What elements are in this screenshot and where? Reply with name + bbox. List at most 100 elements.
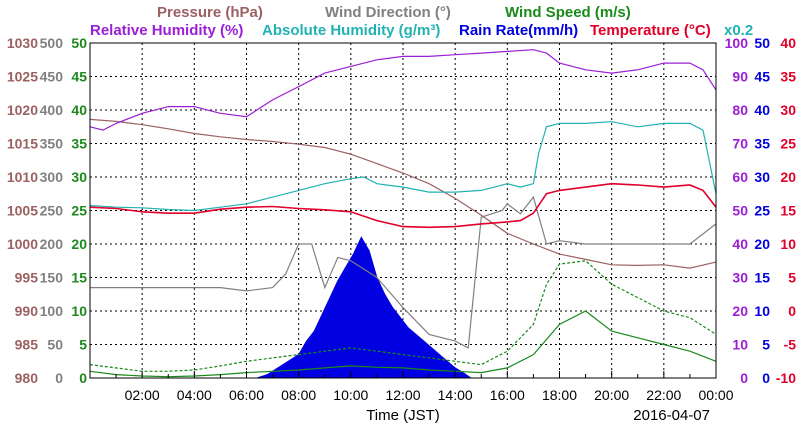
y-tick-temp: 35 [780, 69, 796, 85]
y-tick-rain: 20 [754, 236, 770, 252]
series-wind-gust [89, 260, 717, 372]
y-tick-temp: 15 [780, 203, 796, 219]
y-tick-rain: 50 [754, 35, 770, 51]
plot-grid [90, 43, 716, 378]
x-tick-label: 12:00 [385, 387, 420, 403]
y-tick-rh: 40 [732, 236, 748, 252]
y-tick-rh: 60 [732, 169, 748, 185]
legend-absolute-humidity: Absolute Humidity (g/m³) [262, 22, 440, 39]
legend-temperature: Temperature (°C) [590, 22, 711, 39]
legend-rain-rate: Rain Rate(mm/h) [459, 22, 578, 39]
y-tick-temp: -5 [784, 337, 797, 353]
x-tick-label: 10:00 [333, 387, 368, 403]
y-tick-wind-dir: 400 [40, 102, 64, 118]
series-pressure [89, 118, 717, 269]
y-tick-pressure: 1020 [7, 102, 38, 118]
y-tick-rh: 10 [732, 337, 748, 353]
y-tick-rain: 35 [754, 136, 770, 152]
y-tick-temp: 5 [788, 270, 796, 286]
y-tick-wind-dir: 300 [40, 169, 64, 185]
y-tick-wind-speed: 40 [71, 102, 87, 118]
y-tick-rh: 30 [732, 270, 748, 286]
y-tick-pressure: 1005 [7, 203, 38, 219]
y-tick-rh: 80 [732, 102, 748, 118]
y-tick-wind-speed: 5 [79, 337, 87, 353]
y-tick-rain: 25 [754, 203, 770, 219]
y-tick-temp: 40 [780, 35, 796, 51]
legend-wind-speed: Wind Speed (m/s) [505, 4, 631, 21]
series-ah [89, 121, 717, 212]
series-temp [89, 182, 717, 229]
y-tick-wind-dir: 50 [47, 337, 63, 353]
x-tick-label: 02:00 [125, 387, 160, 403]
legend-relative-humidity: Relative Humidity (%) [90, 22, 243, 39]
y-tick-wind-speed: 50 [71, 35, 87, 51]
x-axis: 02:00 04:00 06:00 08:00 10:00 12:00 14:00 16:00… [89, 371, 734, 403]
y-tick-wind-dir: 200 [40, 236, 64, 252]
y-tick-rh: 100 [725, 35, 749, 51]
y-tick-rain: 0 [762, 370, 770, 386]
y-tick-temp: 25 [780, 136, 796, 152]
x-tick-label: 06:00 [229, 387, 264, 403]
x-tick-label: 00:00 [698, 387, 733, 403]
y-tick-pressure: 995 [15, 270, 39, 286]
y-tick-pressure: 985 [15, 337, 39, 353]
y-tick-wind-dir: 450 [40, 69, 64, 85]
legend-wind-direction: Wind Direction (°) [325, 4, 451, 21]
x-axis-label: Time (JST) [366, 407, 440, 424]
y-tick-pressure: 980 [15, 370, 39, 386]
y-tick-rain: 45 [754, 69, 770, 85]
y-tick-wind-dir: 350 [40, 136, 64, 152]
y-tick-pressure: 1010 [7, 169, 38, 185]
y-tick-rain: 5 [762, 337, 770, 353]
y-tick-rh: 90 [732, 69, 748, 85]
series-rain-rate [256, 236, 473, 379]
y-tick-pressure: 990 [15, 303, 39, 319]
x-tick-label: 18:00 [542, 387, 577, 403]
y-tick-pressure: 1025 [7, 69, 38, 85]
x-tick-label: 22:00 [646, 387, 681, 403]
y-tick-rain: 10 [754, 303, 770, 319]
y-tick-wind-dir: 0 [55, 370, 63, 386]
y-tick-wind-speed: 20 [71, 236, 87, 252]
x-tick-label: 20:00 [594, 387, 629, 403]
y-tick-rh: 20 [732, 303, 748, 319]
series-wind-dir [90, 195, 717, 349]
y-tick-temp: 0 [788, 303, 796, 319]
y-tick-wind-speed: 30 [71, 169, 87, 185]
y-tick-rh: 70 [732, 136, 748, 152]
x-tick-label: 04:00 [177, 387, 212, 403]
y-tick-wind-speed: 25 [71, 203, 87, 219]
y-tick-wind-speed: 45 [71, 69, 87, 85]
y-tick-wind-speed: 15 [71, 270, 87, 286]
y-tick-pressure: 1030 [7, 35, 38, 51]
y-tick-temp: 10 [780, 236, 796, 252]
y-tick-wind-speed: 35 [71, 136, 87, 152]
legend-pressure: Pressure (hPa) [157, 4, 263, 21]
y-tick-pressure: 1015 [7, 136, 38, 152]
x-tick-label: 14:00 [438, 387, 473, 403]
series-rh [89, 49, 717, 131]
y-tick-pressure: 1000 [7, 236, 38, 252]
x-tick-label: 16:00 [490, 387, 525, 403]
y-tick-temp: 20 [780, 169, 796, 185]
y-tick-wind-speed: 0 [79, 370, 87, 386]
y-tick-wind-dir: 100 [40, 303, 64, 319]
y-tick-rain: 40 [754, 102, 770, 118]
y-tick-rh: 0 [740, 370, 748, 386]
y-axes: 1030102510201015101010051000995990985980… [7, 35, 796, 386]
y-tick-rain: 30 [754, 169, 770, 185]
legend-scale-note: x0.2 [724, 22, 753, 39]
y-tick-wind-dir: 250 [40, 203, 64, 219]
x-tick-label: 08:00 [281, 387, 316, 403]
y-tick-temp: 30 [780, 102, 796, 118]
plot-area [89, 49, 717, 379]
y-tick-rh: 50 [732, 203, 748, 219]
y-tick-wind-speed: 10 [71, 303, 87, 319]
y-tick-temp: -10 [776, 370, 796, 386]
date-label: 2016-04-07 [633, 407, 710, 424]
y-tick-wind-dir: 150 [40, 270, 64, 286]
y-tick-rain: 15 [754, 270, 770, 286]
y-tick-wind-dir: 500 [40, 35, 64, 51]
